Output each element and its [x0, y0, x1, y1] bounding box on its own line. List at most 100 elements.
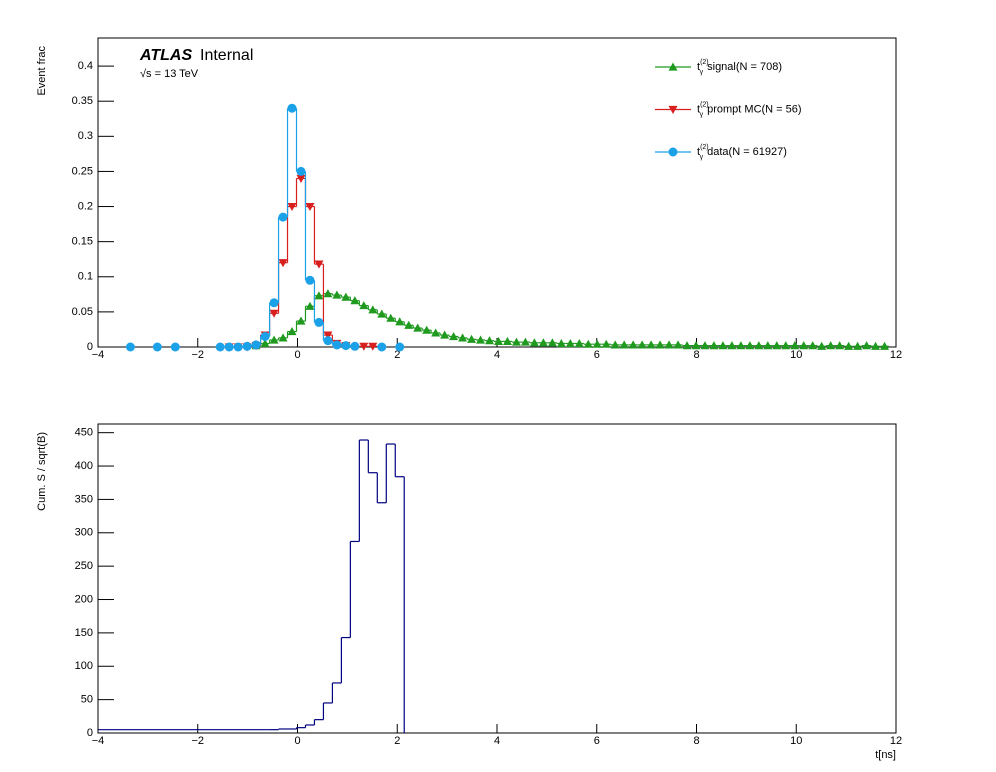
marker: [431, 328, 441, 337]
marker: [763, 341, 773, 350]
x-tick-label: 8: [693, 349, 699, 361]
legend-label: t(2) γ prompt MC(N = 56): [697, 101, 802, 118]
marker: [529, 338, 539, 347]
marker: [296, 166, 306, 176]
y-tick-label: 0.3: [78, 130, 93, 142]
marker: [125, 342, 135, 352]
atlas-status: Internal: [200, 47, 253, 64]
marker: [485, 336, 495, 345]
legend-symbol-sup: (2): [700, 144, 709, 151]
x-tick-label: 0: [294, 349, 300, 361]
legend-name: signal(N = 708): [707, 61, 782, 73]
x-tick-label: −2: [191, 349, 204, 361]
x-tick-label: 8: [693, 735, 699, 747]
marker: [332, 340, 342, 350]
x-tick-label: 2: [394, 349, 400, 361]
legend-symbol-base: t: [697, 146, 700, 158]
marker: [853, 341, 863, 350]
y-tick-label: 0.1: [78, 271, 93, 283]
y-tick-label: 0.25: [72, 165, 93, 177]
marker: [350, 341, 360, 351]
marker: [368, 342, 378, 351]
y-tick-label: 350: [75, 493, 93, 505]
marker: [619, 340, 629, 349]
marker: [404, 320, 414, 329]
marker: [817, 341, 827, 350]
marker: [476, 335, 486, 344]
marker: [655, 340, 665, 349]
marker: [278, 333, 288, 342]
y-tick-label: 0.15: [72, 236, 93, 248]
y-tick-label: 250: [75, 560, 93, 572]
marker: [278, 212, 288, 222]
x-tick-label: 12: [890, 735, 902, 747]
marker: [278, 259, 288, 268]
marker: [323, 331, 333, 340]
marker: [152, 342, 162, 352]
marker: [772, 341, 782, 350]
y-tick-label: 0.4: [78, 60, 93, 72]
marker: [323, 336, 333, 346]
y-tick-label: 150: [75, 627, 93, 639]
legend-symbol-sup: (2): [700, 101, 709, 108]
marker: [862, 341, 872, 350]
atlas-label: ATLAS: [139, 47, 192, 64]
legend-label: t(2) γ data(N = 61927): [697, 144, 787, 161]
marker: [637, 340, 647, 349]
marker: [296, 316, 306, 325]
marker: [314, 291, 324, 300]
marker: [673, 340, 683, 349]
marker: [287, 202, 297, 212]
marker: [538, 338, 548, 347]
marker: [745, 341, 755, 350]
x-tick-label: 2: [394, 735, 400, 747]
marker: [520, 337, 530, 346]
marker: [467, 334, 477, 343]
marker: [296, 174, 306, 183]
marker: [341, 341, 351, 351]
marker: [386, 313, 396, 322]
marker: [260, 331, 270, 341]
marker: [233, 342, 243, 352]
marker: [359, 301, 369, 310]
x-tick-label: 10: [790, 735, 802, 747]
marker: [880, 341, 890, 350]
legend-marker: [668, 105, 678, 114]
marker: [359, 342, 369, 351]
marker: [844, 341, 854, 350]
legend-symbol-sup: (2): [700, 59, 709, 66]
marker: [682, 341, 692, 350]
marker: [700, 341, 710, 350]
marker: [341, 292, 351, 301]
marker: [377, 309, 387, 318]
marker: [511, 337, 521, 346]
legend-marker: [668, 62, 678, 71]
x-tick-label: 4: [494, 735, 500, 747]
y-tick-label: 0.2: [78, 200, 93, 212]
marker: [592, 339, 602, 348]
y-tick-label: 100: [75, 660, 93, 672]
legend-symbol-sub: γ: [700, 111, 704, 118]
marker: [269, 298, 279, 308]
y-tick-label: 50: [81, 694, 93, 706]
marker: [754, 341, 764, 350]
marker: [691, 341, 701, 350]
marker: [826, 341, 836, 350]
y-tick-label: 0.05: [72, 306, 93, 318]
marker: [574, 338, 584, 348]
y-axis-label: Event frac: [36, 46, 48, 96]
marker: [251, 340, 261, 350]
marker: [790, 341, 800, 350]
y-tick-label: 0: [87, 341, 93, 353]
marker: [628, 340, 638, 349]
legend-marker: [668, 147, 678, 157]
marker: [871, 341, 881, 350]
marker: [664, 340, 674, 349]
marker: [269, 309, 279, 318]
marker: [440, 330, 450, 339]
x-tick-label: 6: [594, 735, 600, 747]
marker: [835, 341, 845, 350]
marker: [350, 296, 360, 305]
